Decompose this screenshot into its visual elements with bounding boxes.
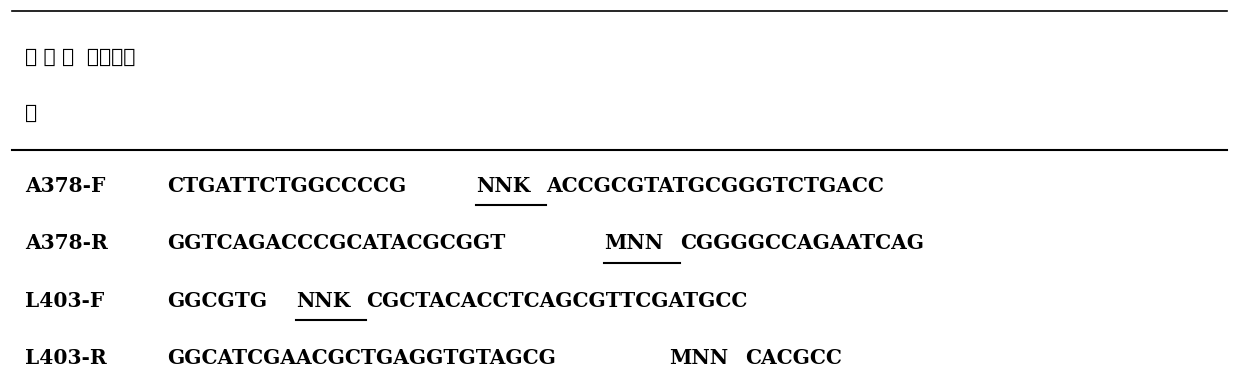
- Text: L403-F: L403-F: [25, 290, 104, 311]
- Text: NNK: NNK: [296, 290, 351, 311]
- Text: ACCGCGTATGCGGGTCTGACC: ACCGCGTATGCGGGTCTGACC: [546, 175, 883, 196]
- Text: MNN: MNN: [669, 348, 729, 368]
- Text: 称: 称: [25, 104, 37, 123]
- Text: 引 物 名  引物序列: 引 物 名 引物序列: [25, 48, 135, 67]
- Text: CGGGGCCAGAATCAG: CGGGGCCAGAATCAG: [680, 233, 924, 253]
- Text: MNN: MNN: [603, 233, 663, 253]
- Text: A378-R: A378-R: [25, 233, 108, 253]
- Text: CGCTACACCTCAGCGTTCGATGCC: CGCTACACCTCAGCGTTCGATGCC: [367, 290, 748, 311]
- Text: CACGCC: CACGCC: [746, 348, 843, 368]
- Text: GGCGTG: GGCGTG: [167, 290, 268, 311]
- Text: GGTCAGACCCGCATACGCGGT: GGTCAGACCCGCATACGCGGT: [167, 233, 506, 253]
- Text: GGCATCGAACGCTGAGGTGTAGCG: GGCATCGAACGCTGAGGTGTAGCG: [167, 348, 556, 368]
- Text: A378-F: A378-F: [25, 175, 105, 196]
- Text: CTGATTCTGGCCCCG: CTGATTCTGGCCCCG: [167, 175, 406, 196]
- Text: L403-R: L403-R: [25, 348, 107, 368]
- Text: NNK: NNK: [476, 175, 530, 196]
